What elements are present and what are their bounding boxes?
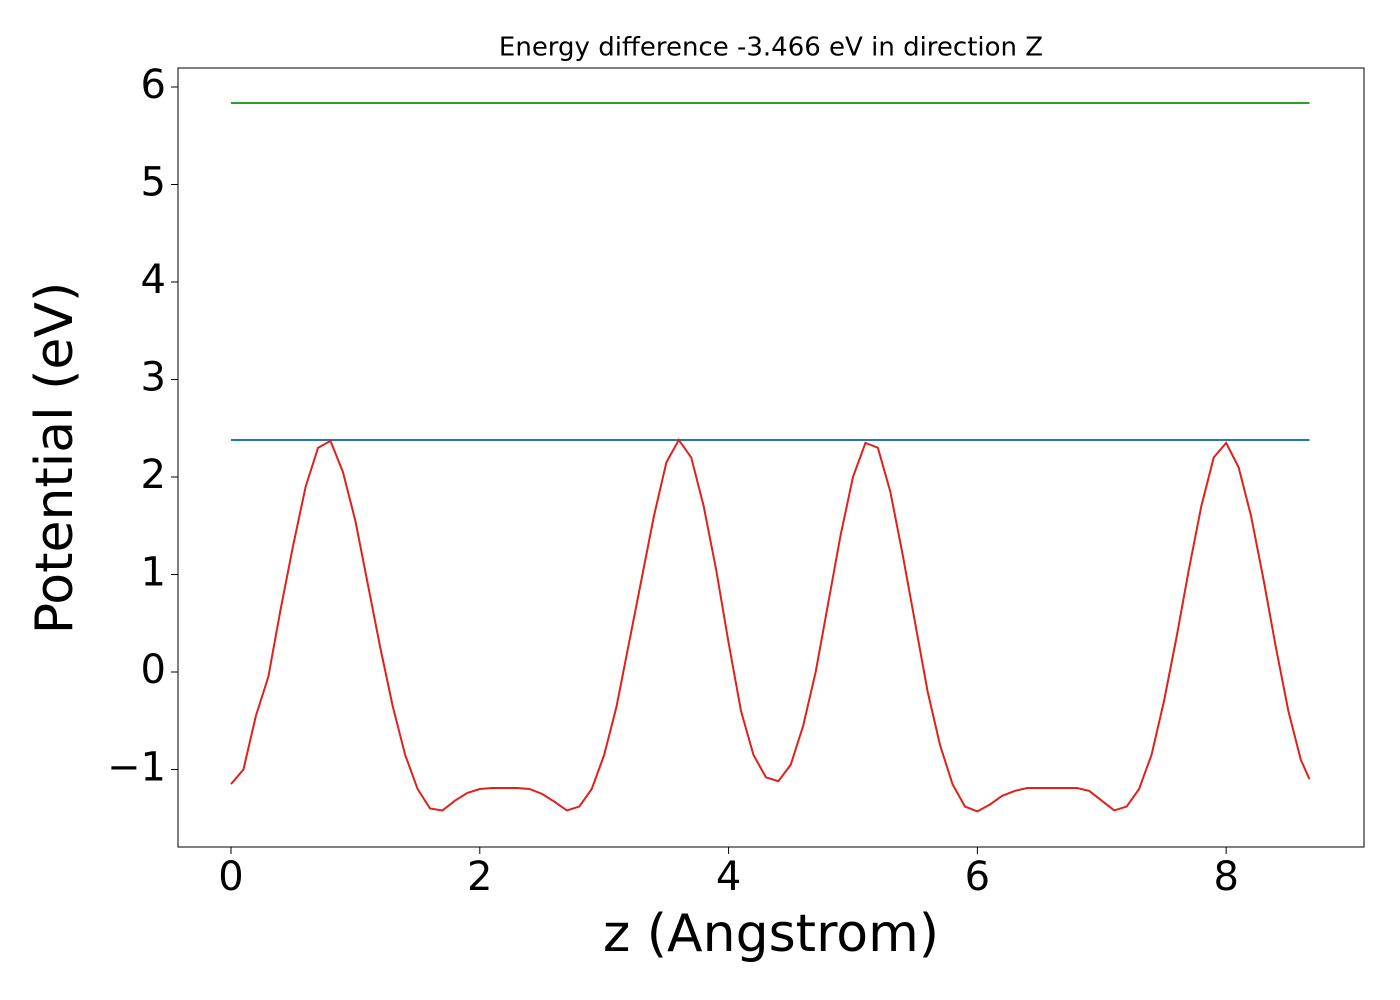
series-line [230,438,1311,813]
x-axis-label: z (Angstrom) [603,904,939,964]
y-tick-label: 1 [141,549,166,595]
y-tick-label: 4 [141,257,166,303]
y-tick-label: −1 [107,744,166,790]
x-tick-label: 2 [467,854,492,900]
y-tick-label: 5 [141,160,166,206]
y-tick-label: 0 [141,647,166,693]
x-tick-label: 8 [1213,854,1238,900]
y-tick-label: 6 [141,62,166,108]
y-tick-label: 3 [141,355,166,401]
y-axis-label: Potential (eV) [25,282,85,634]
x-tick-label: 0 [218,854,243,900]
y-tick-label: 2 [141,452,166,498]
plot-frame [177,67,1365,848]
x-tick-label: 4 [716,854,741,900]
chart-title: Energy difference -3.466 eV in direction… [499,33,1043,63]
x-tick-label: 6 [965,854,990,900]
